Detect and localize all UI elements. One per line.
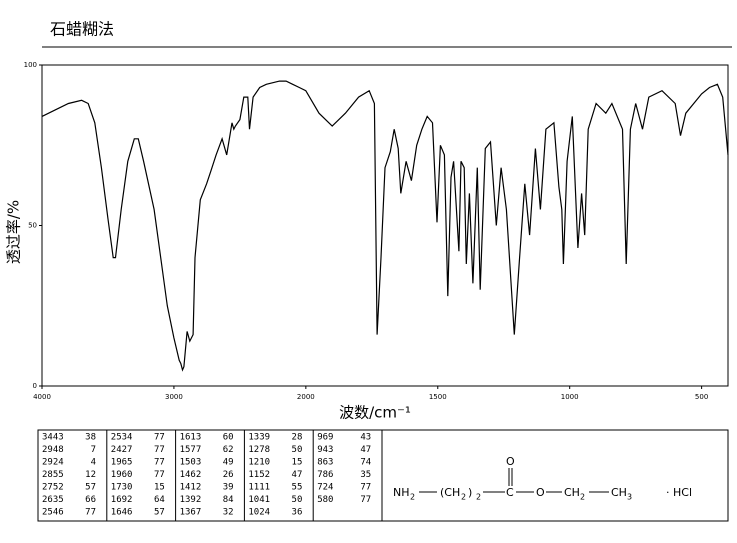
peak-wavenumber: 786 <box>317 470 333 480</box>
peak-transmittance: 36 <box>292 508 303 518</box>
chart-title: 石蜡糊法 <box>50 20 114 39</box>
peak-transmittance: 50 <box>292 445 303 455</box>
peak-transmittance: 55 <box>292 483 303 493</box>
y-tick-label: 50 <box>28 222 37 230</box>
peak-wavenumber: 1412 <box>180 483 202 493</box>
peak-wavenumber: 2924 <box>42 458 64 468</box>
y-tick-label: 0 <box>33 382 37 390</box>
peak-transmittance: 64 <box>154 495 165 505</box>
peak-wavenumber: 1367 <box>180 508 202 518</box>
peak-wavenumber: 1503 <box>180 458 202 468</box>
peak-transmittance: 47 <box>360 445 371 455</box>
peak-transmittance: 57 <box>154 508 165 518</box>
peak-wavenumber: 2427 <box>111 445 133 455</box>
peak-wavenumber: 1278 <box>248 445 270 455</box>
atom-sub: 2 <box>580 493 585 502</box>
peak-transmittance: 77 <box>360 495 371 505</box>
peak-wavenumber: 1613 <box>180 433 202 443</box>
peak-transmittance: 15 <box>292 458 303 468</box>
atom-sub: 2 <box>410 493 415 502</box>
peak-wavenumber: 1462 <box>180 470 202 480</box>
atom: CH <box>564 486 580 499</box>
peak-wavenumber: 1024 <box>248 508 270 518</box>
peak-wavenumber: 1152 <box>248 470 270 480</box>
peak-transmittance: 77 <box>85 508 96 518</box>
peak-transmittance: 77 <box>154 470 165 480</box>
structure: NH 2 (CH 2 ) 2 C O O CH 2 CH 3 · HCl <box>393 455 692 502</box>
peak-wavenumber: 724 <box>317 483 333 493</box>
peak-wavenumber: 2855 <box>42 470 64 480</box>
peak-transmittance: 77 <box>154 458 165 468</box>
peak-transmittance: 7 <box>91 445 96 455</box>
peak-transmittance: 66 <box>85 495 96 505</box>
x-tick-label: 3000 <box>165 393 183 401</box>
peak-transmittance: 43 <box>360 433 371 443</box>
x-axis-label: 波数/cm⁻¹ <box>339 404 411 422</box>
peak-wavenumber: 3443 <box>42 433 64 443</box>
atom: O <box>536 486 545 499</box>
peak-wavenumber: 580 <box>317 495 333 505</box>
peak-wavenumber: 1965 <box>111 458 133 468</box>
spectrum-line <box>41 80 729 372</box>
peak-wavenumber: 2635 <box>42 495 64 505</box>
y-tick-label: 100 <box>24 61 37 69</box>
peak-wavenumber: 1646 <box>111 508 133 518</box>
peak-wavenumber: 2534 <box>111 433 133 443</box>
peak-transmittance: 38 <box>85 433 96 443</box>
atom: O <box>506 455 515 468</box>
peak-wavenumber: 1339 <box>248 433 270 443</box>
table-frame <box>37 429 729 522</box>
peak-transmittance: 35 <box>360 470 371 480</box>
peak-transmittance: 15 <box>154 483 165 493</box>
atom: NH <box>393 486 410 499</box>
x-tick-label: 4000 <box>33 393 51 401</box>
atom: C <box>506 486 514 499</box>
peak-transmittance: 57 <box>85 483 96 493</box>
peak-wavenumber: 1730 <box>111 483 133 493</box>
peak-wavenumber: 1692 <box>111 495 133 505</box>
peak-transmittance: 77 <box>360 483 371 493</box>
peak-transmittance: 39 <box>223 483 234 493</box>
peak-wavenumber: 2752 <box>42 483 64 493</box>
peak-transmittance: 84 <box>223 495 234 505</box>
peak-wavenumber: 943 <box>317 445 333 455</box>
salt: · HCl <box>666 486 692 499</box>
atom: CH <box>611 486 627 499</box>
x-tick-label: 1000 <box>561 393 579 401</box>
peak-transmittance: 32 <box>223 508 234 518</box>
peak-transmittance: 4 <box>91 458 96 468</box>
peak-wavenumber: 1960 <box>111 470 133 480</box>
atom-sub: 2 <box>461 493 466 502</box>
peak-wavenumber: 1111 <box>248 483 270 493</box>
peak-transmittance: 47 <box>292 470 303 480</box>
x-tick-label: 1500 <box>429 393 447 401</box>
atom: (CH <box>440 486 460 499</box>
peak-transmittance: 62 <box>223 445 234 455</box>
atom: ) <box>468 486 472 499</box>
peak-transmittance: 12 <box>85 470 96 480</box>
peak-transmittance: 74 <box>360 458 371 468</box>
peak-wavenumber: 1392 <box>180 495 202 505</box>
peak-transmittance: 77 <box>154 433 165 443</box>
x-tick-label: 500 <box>695 393 708 401</box>
peak-wavenumber: 2948 <box>42 445 64 455</box>
peak-wavenumber: 1210 <box>248 458 270 468</box>
peak-transmittance: 26 <box>223 470 234 480</box>
peak-wavenumber: 1041 <box>248 495 270 505</box>
peak-transmittance: 28 <box>292 433 303 443</box>
peak-wavenumber: 2546 <box>42 508 64 518</box>
atom-sub: 2 <box>476 493 481 502</box>
peak-transmittance: 49 <box>223 458 234 468</box>
peak-transmittance: 50 <box>292 495 303 505</box>
peak-transmittance: 60 <box>223 433 234 443</box>
peak-wavenumber: 1577 <box>180 445 202 455</box>
peak-transmittance: 77 <box>154 445 165 455</box>
peak-wavenumber: 863 <box>317 458 333 468</box>
atom-sub: 3 <box>627 493 632 502</box>
x-tick-label: 2000 <box>297 393 315 401</box>
peak-wavenumber: 969 <box>317 433 333 443</box>
y-axis-label: 透过率/% <box>5 200 23 264</box>
